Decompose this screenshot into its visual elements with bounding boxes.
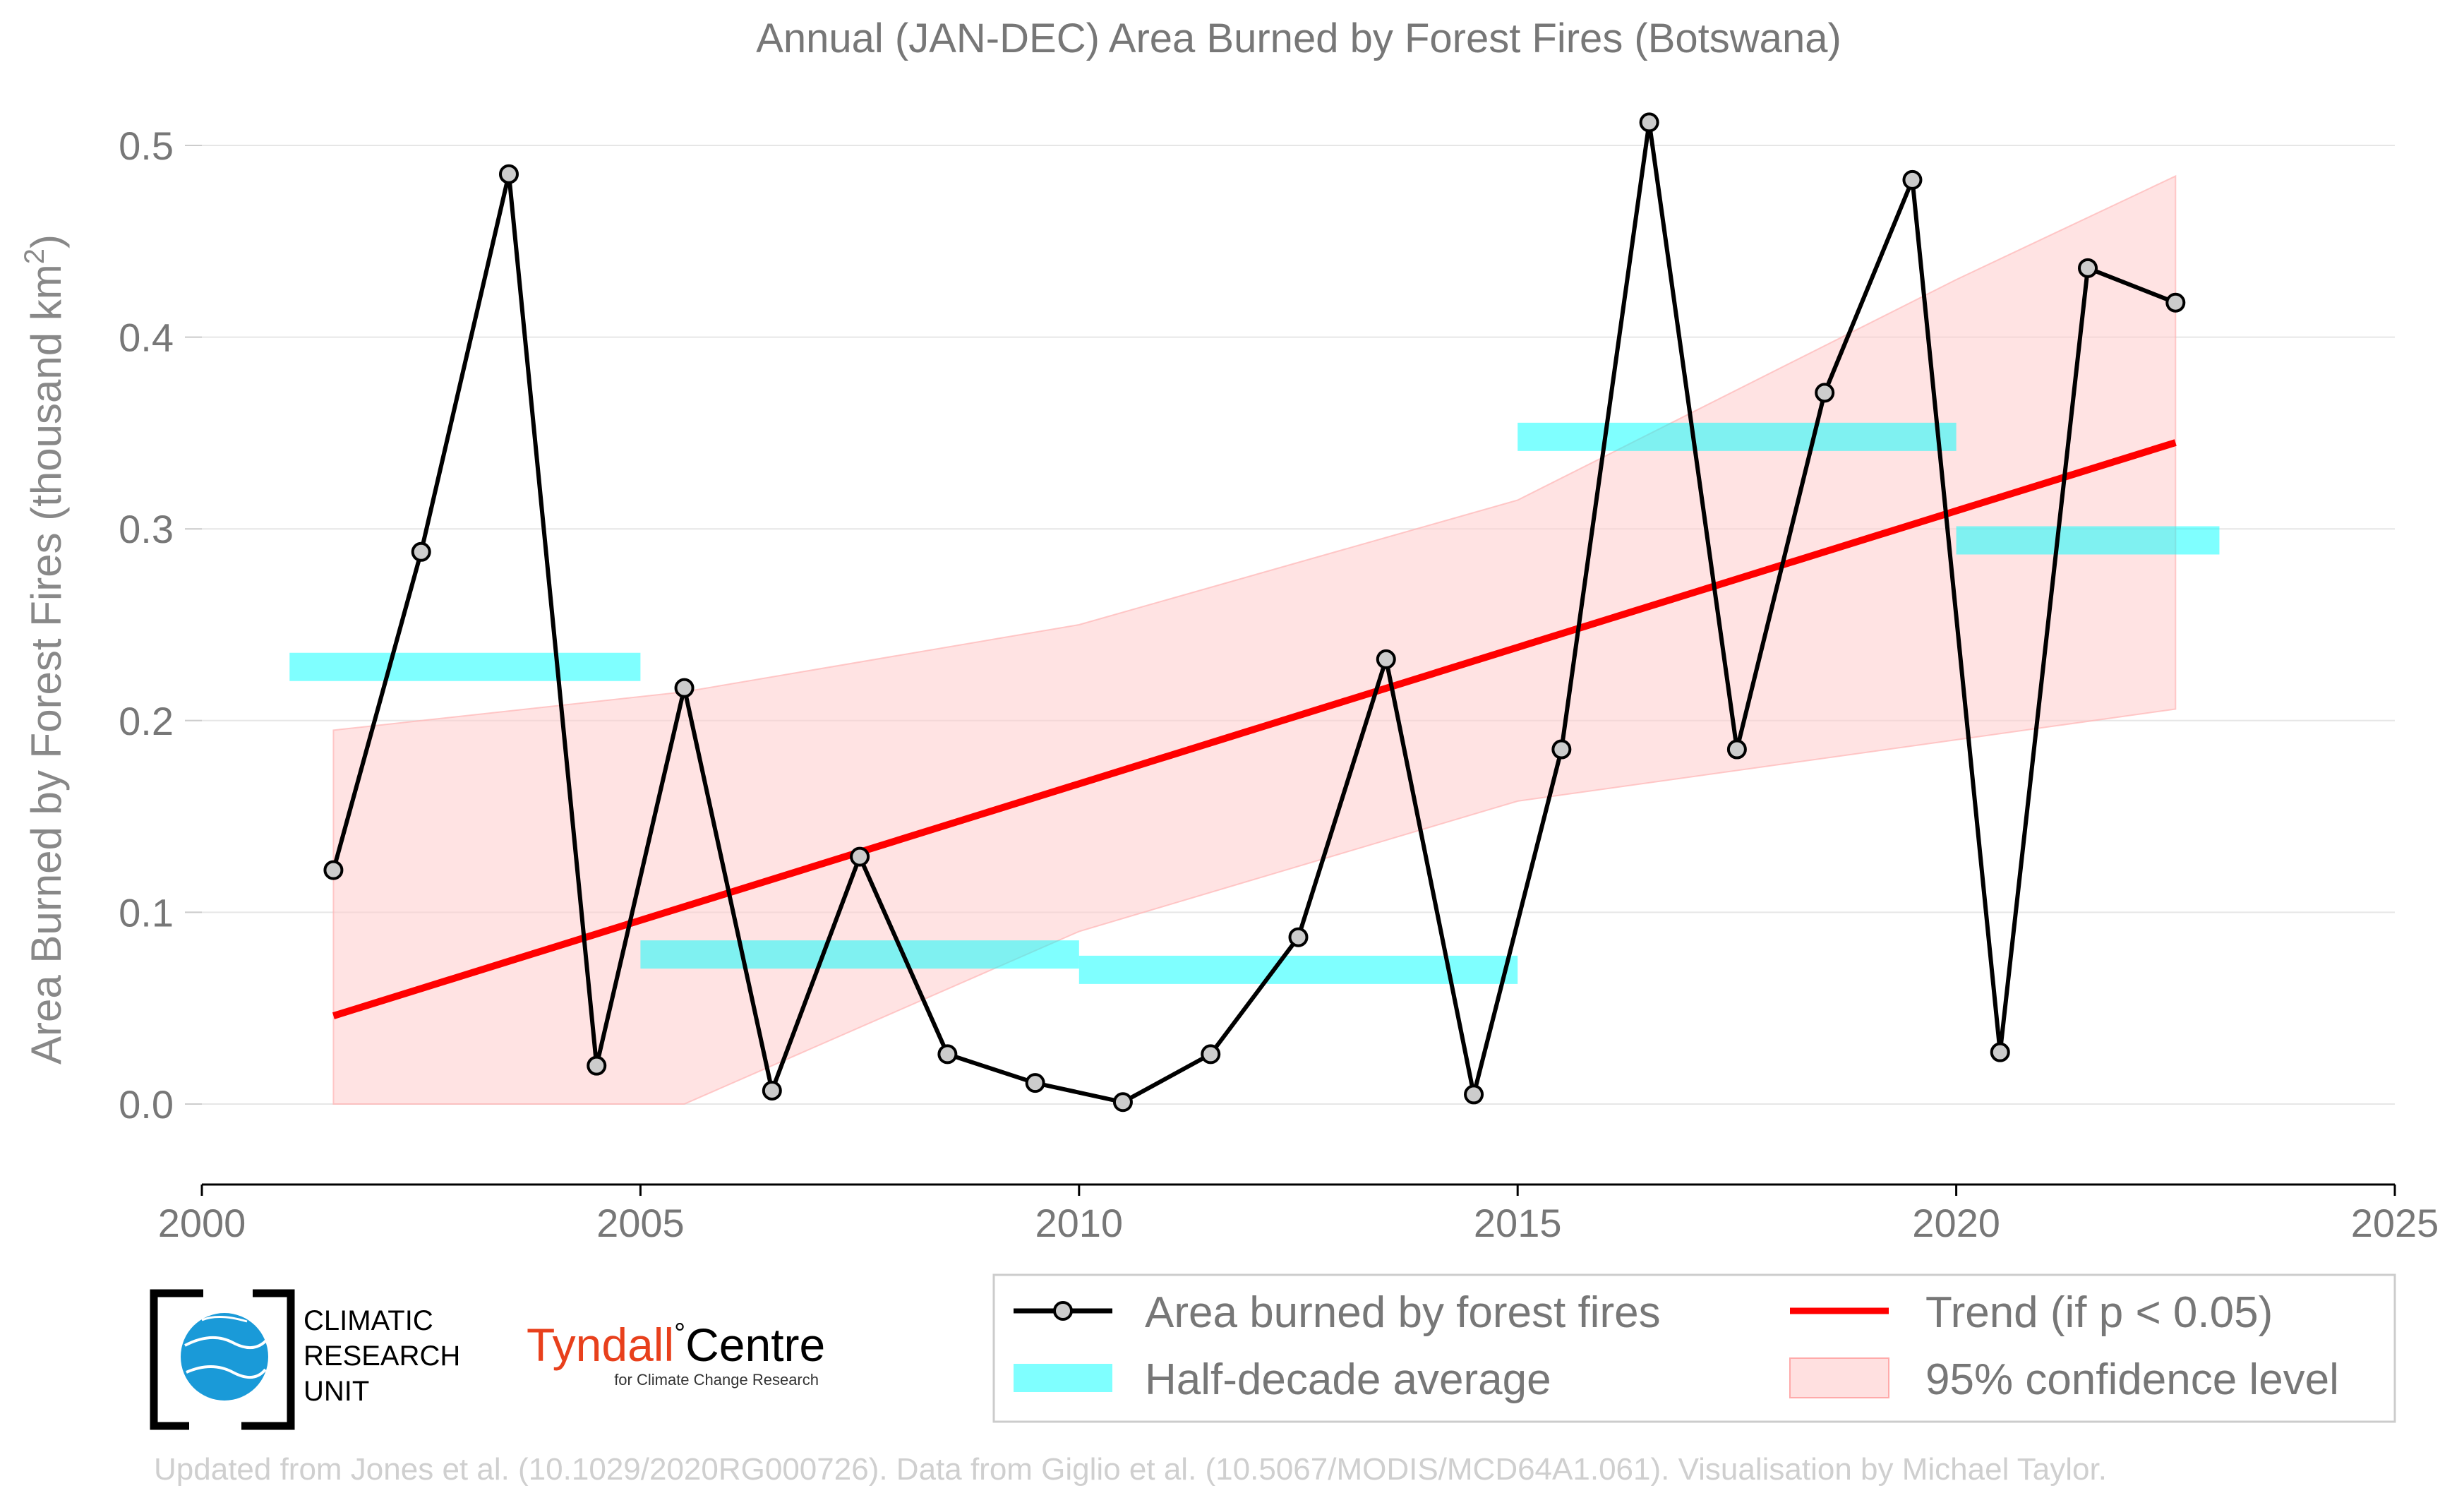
data-point [1288, 927, 1309, 947]
legend-box [992, 1273, 2396, 1423]
credit-line: Updated from Jones et al. (10.1029/2020R… [154, 1452, 2107, 1487]
legend: Area burned by forest fires Trend (if p … [992, 1273, 2396, 1423]
data-point [1112, 1092, 1133, 1113]
data-point [1201, 1044, 1221, 1065]
y-tick-label: 0.4 [119, 316, 174, 360]
tyndall-name: Tyndall [527, 1319, 674, 1371]
y-axis-label: Area Burned by Forest Fires (thousand km… [19, 234, 70, 1065]
x-tick-label: 2025 [2351, 1201, 2439, 1245]
data-point [674, 678, 695, 698]
data-point [323, 860, 344, 880]
data-point [1025, 1073, 1045, 1093]
data-point [2165, 292, 2186, 313]
legend-confidence-swatch [1789, 1357, 1889, 1398]
x-ticks: 2000 2005 2010 2015 2020 2025 [158, 1185, 2439, 1245]
tyndall-centre: Centre [685, 1319, 825, 1371]
x-tick-label: 2015 [1474, 1201, 1562, 1245]
cru-logo: CLIMATIC RESEARCH UNIT [150, 1289, 460, 1430]
data-point [1551, 739, 1572, 760]
series-layer [323, 112, 2186, 1113]
data-point [850, 846, 870, 867]
half-decade-bar [1518, 422, 1957, 451]
x-tick-label: 2020 [1912, 1201, 2000, 1245]
tyndall-degree: ° [674, 1318, 685, 1349]
data-point [1376, 649, 1396, 669]
half-decade-layer [289, 422, 2220, 984]
data-point [1815, 383, 1835, 403]
cru-logo-left-bracket [150, 1289, 203, 1430]
x-tick-label: 2000 [158, 1201, 246, 1245]
tyndall-wordmark: Tyndall°Centre [527, 1318, 825, 1371]
cru-label-line-2: RESEARCH [304, 1341, 460, 1372]
tyndall-logo: Tyndall°Centre for Climate Change Resear… [527, 1318, 825, 1389]
data-point [1464, 1084, 1484, 1105]
x-tick-label: 2005 [596, 1201, 685, 1245]
y-tick-label: 0.3 [119, 507, 174, 551]
data-point [1726, 739, 1747, 760]
y-axis-label-close: ) [23, 234, 70, 248]
y-axis-label-main: Area Burned by Forest Fires (thousand km [23, 264, 70, 1065]
x-tick-label: 2010 [1035, 1201, 1124, 1245]
data-point [411, 541, 431, 562]
y-tick-label: 0.5 [119, 124, 174, 168]
legend-series-marker-swatch [1053, 1301, 1073, 1321]
data-point [498, 164, 519, 184]
globe-icon-line-2 [186, 1365, 267, 1379]
data-point [937, 1044, 958, 1065]
globe-icon-line-1 [184, 1336, 268, 1349]
chart-title: Annual (JAN-DEC) Area Burned by Forest F… [756, 16, 1841, 61]
cru-label-line-3: UNIT [304, 1376, 369, 1407]
data-point [1639, 112, 1659, 133]
legend-label-area-burned: Area burned by forest fires [1145, 1288, 1661, 1337]
cru-logo-right-bracket [241, 1289, 295, 1430]
trend-line [332, 439, 2177, 1019]
y-tick-label: 0.0 [119, 1082, 174, 1127]
tyndall-subtitle: for Climate Change Research [614, 1371, 819, 1389]
half-decade-bar [1956, 526, 2220, 555]
legend-half-decade-swatch [1014, 1364, 1112, 1392]
legend-label-half-decade: Half-decade average [1145, 1355, 1551, 1404]
data-point [1902, 169, 1923, 190]
cru-label-line-1: CLIMATIC [304, 1305, 433, 1336]
y-tick-label: 0.1 [119, 890, 174, 935]
globe-icon [181, 1313, 268, 1401]
half-decade-bar [289, 652, 641, 681]
data-point [587, 1055, 607, 1076]
legend-label-trend: Trend (if p < 0.05) [1925, 1288, 2273, 1337]
y-tick-labels: 0.0 0.1 0.2 0.3 0.4 0.5 [119, 124, 174, 1127]
trend-layer [332, 439, 2177, 1019]
data-point [762, 1080, 782, 1101]
y-tick-label: 0.2 [119, 699, 174, 743]
y-axis-label-superscript: 2 [19, 248, 50, 264]
data-point [2078, 258, 2098, 278]
series-line [331, 120, 2177, 1105]
legend-label-confidence: 95% confidence level [1925, 1355, 2339, 1404]
data-point [1990, 1042, 2010, 1062]
half-decade-bar [640, 940, 1079, 969]
half-decade-bar [1078, 955, 1518, 984]
globe-icon-line-3 [201, 1315, 248, 1323]
